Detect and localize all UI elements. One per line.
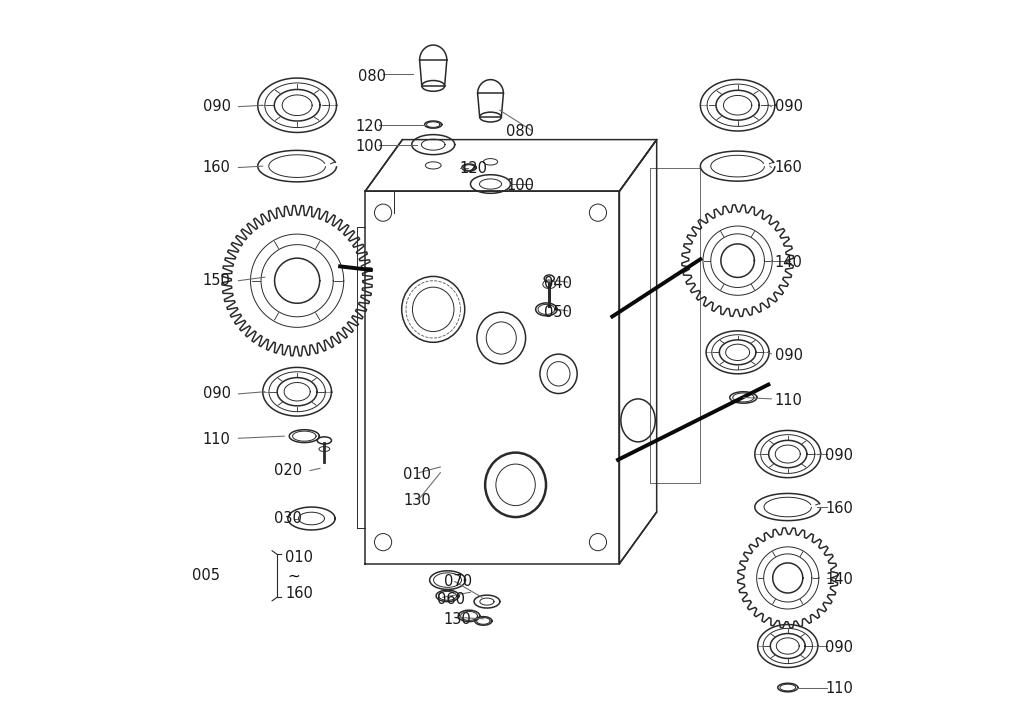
Text: 080: 080: [358, 69, 386, 84]
Text: 040: 040: [544, 276, 572, 291]
Text: 010: 010: [285, 550, 313, 565]
Text: 120: 120: [356, 119, 384, 134]
Text: 130: 130: [403, 493, 431, 508]
Text: ~: ~: [287, 568, 300, 583]
Text: 160: 160: [285, 586, 313, 601]
Text: 150: 150: [203, 273, 230, 288]
Text: 160: 160: [203, 160, 230, 175]
Text: 100: 100: [506, 178, 535, 193]
Text: 090: 090: [203, 99, 230, 114]
Text: 110: 110: [203, 432, 230, 447]
Text: 080: 080: [506, 124, 535, 139]
Text: 160: 160: [775, 160, 803, 175]
Text: 120: 120: [460, 162, 487, 176]
Text: 090: 090: [775, 348, 803, 362]
Text: 090: 090: [825, 448, 853, 463]
Text: 090: 090: [203, 386, 230, 401]
Text: 005: 005: [191, 568, 220, 583]
Text: 140: 140: [825, 572, 853, 587]
Text: 130: 130: [443, 612, 471, 627]
Text: 110: 110: [775, 393, 803, 408]
Text: 090: 090: [775, 99, 803, 114]
Text: 140: 140: [775, 255, 803, 270]
Text: 020: 020: [274, 463, 302, 478]
Text: 160: 160: [825, 501, 853, 516]
Text: 100: 100: [356, 139, 384, 154]
Text: 110: 110: [825, 682, 853, 697]
Text: 070: 070: [444, 574, 472, 589]
Text: 090: 090: [825, 640, 853, 655]
Text: 030: 030: [274, 511, 302, 526]
Text: 010: 010: [403, 467, 431, 482]
Text: 060: 060: [437, 592, 465, 607]
Text: 050: 050: [544, 305, 572, 320]
